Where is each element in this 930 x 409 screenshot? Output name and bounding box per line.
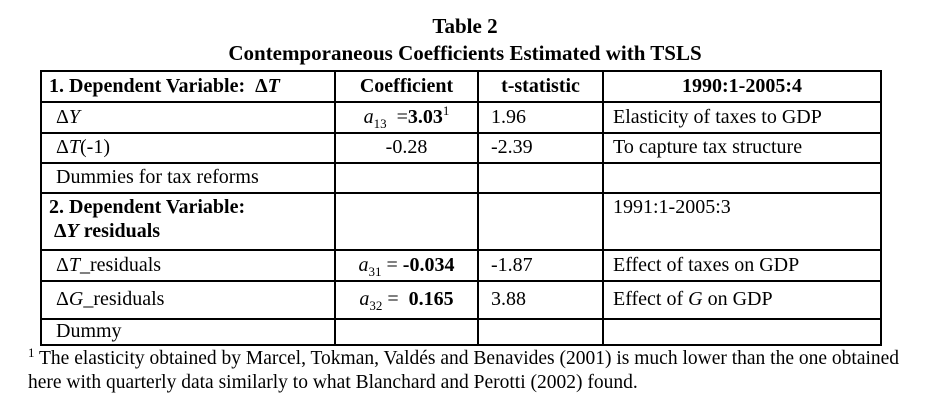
- table-cell: [477, 192, 604, 251]
- table-cell: [477, 318, 604, 346]
- coefficients-table-body: 1. Dependent Variable: ΔT Coefficient t-st…: [40, 70, 882, 346]
- table-row: ΔG_residuals a32 = 0.165 3.88 Effect of G o…: [40, 280, 882, 320]
- table-subtitle: Contemporaneous Coefficients Estimated w…: [228, 41, 702, 65]
- table-cell: [334, 318, 479, 346]
- table-cell: [334, 192, 479, 251]
- table-cell: 1991:1-2005:3: [602, 192, 882, 251]
- table-cell: [602, 162, 882, 194]
- table-cell: Effect of taxes on GDP: [602, 249, 882, 282]
- table-cell: 1.96: [477, 101, 604, 134]
- table-row: Dummies for tax reforms: [40, 162, 882, 194]
- table-cell: Effect of G on GDP: [602, 280, 882, 320]
- table-row: ΔY a13 =3.031 1.96 Elasticity of taxes to G…: [40, 101, 882, 134]
- table-cell: a13 =3.031: [334, 101, 479, 134]
- table-cell: 3.88: [477, 280, 604, 320]
- table-cell: Dummy: [40, 318, 336, 346]
- table-cell: t-statistic: [477, 70, 604, 103]
- table-cell: 1. Dependent Variable: ΔT: [40, 70, 336, 103]
- table-row: 1. Dependent Variable: ΔT Coefficient t-st…: [40, 70, 882, 103]
- table-cell: [477, 162, 604, 194]
- table-row: ΔT_residuals a31 = -0.034 -1.87 Effect of t…: [40, 249, 882, 282]
- table-number-title: Table 2: [432, 14, 498, 38]
- table-row: 2. Dependent Variable: ΔY residuals 1991:…: [40, 192, 882, 251]
- table-cell: 2. Dependent Variable: ΔY residuals: [40, 192, 336, 251]
- table-cell: ΔG_residuals: [40, 280, 336, 320]
- table-cell: 1990:1-2005:4: [602, 70, 882, 103]
- table-row: ΔT(-1) -0.28 -2.39 To capture tax structure: [40, 132, 882, 164]
- table-cell: a32 = 0.165: [334, 280, 479, 320]
- table-cell: ΔT_residuals: [40, 249, 336, 282]
- table-cell: -2.39: [477, 132, 604, 164]
- table-cell: Elasticity of taxes to GDP: [602, 101, 882, 134]
- table-cell: a31 = -0.034: [334, 249, 479, 282]
- table-cell: Coefficient: [334, 70, 479, 103]
- table-cell: -1.87: [477, 249, 604, 282]
- table-cell: [334, 162, 479, 194]
- table-title-block: Table 2 Contemporaneous Coefficients Est…: [0, 13, 930, 67]
- coefficients-table: 1. Dependent Variable: ΔT Coefficient t-st…: [40, 70, 882, 346]
- table-cell: ΔT(-1): [40, 132, 336, 164]
- table-cell: Dummies for tax reforms: [40, 162, 336, 194]
- footnote: 1 The elasticity obtained by Marcel, Tok…: [28, 345, 910, 395]
- table-cell: ΔY: [40, 101, 336, 134]
- footnote-text: 1 The elasticity obtained by Marcel, Tok…: [28, 345, 900, 393]
- table-cell: -0.28: [334, 132, 479, 164]
- table-row: Dummy: [40, 318, 882, 346]
- table-cell: To capture tax structure: [602, 132, 882, 164]
- table-cell: [602, 318, 882, 346]
